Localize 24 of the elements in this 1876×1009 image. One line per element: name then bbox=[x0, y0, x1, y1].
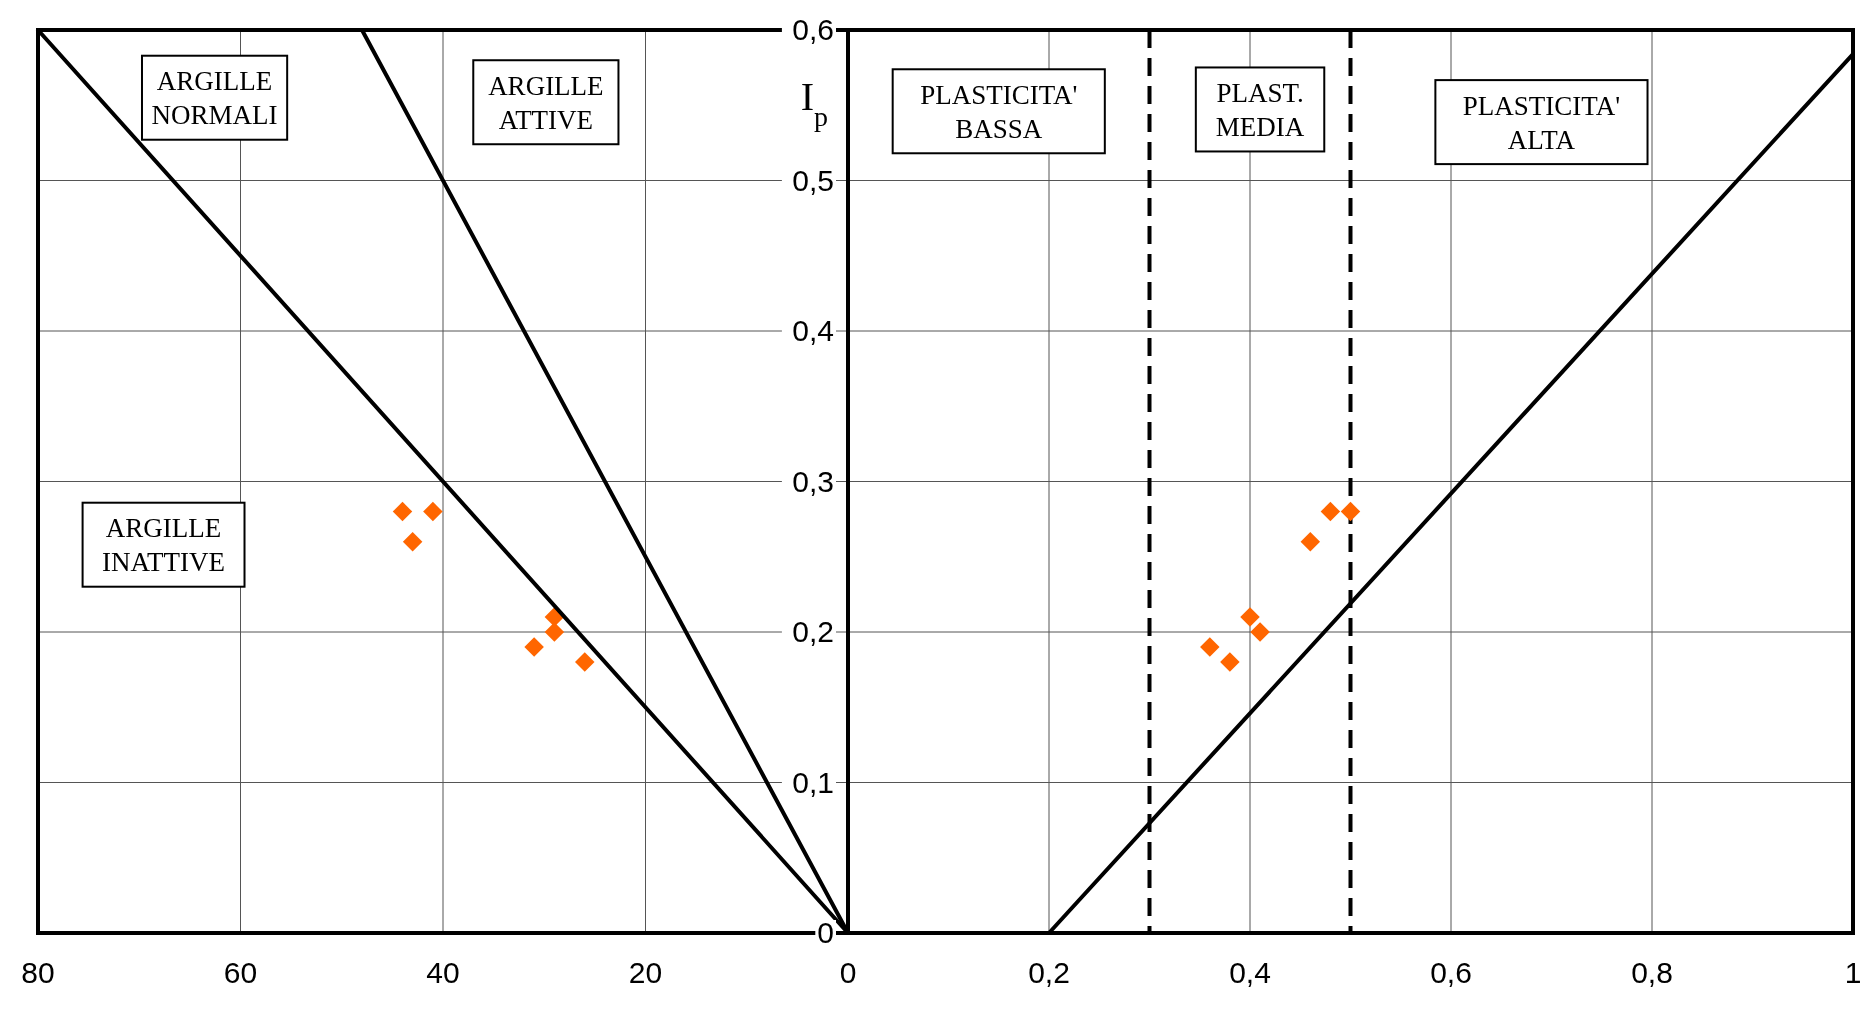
x-tick-label: 40 bbox=[426, 956, 460, 989]
annotation: ARGILLE INATTIVE bbox=[102, 513, 226, 578]
x-tick-label: 80 bbox=[21, 956, 55, 989]
y-axis-title: I$_{p}$ bbox=[800, 74, 828, 132]
y-tick-label: 0,2 bbox=[792, 615, 834, 648]
y-tick-label: 0,3 bbox=[792, 464, 834, 498]
y-tick-label: 0 bbox=[817, 916, 834, 949]
y-tick-label: 0,6 bbox=[792, 13, 834, 46]
y-tick-label: 0,4 bbox=[792, 314, 834, 347]
annotation: ARGILLE ATTIVE bbox=[488, 70, 604, 135]
annotation: PLASTICITA' ALTA bbox=[1462, 90, 1621, 155]
annotation: PLASTICITA' BASSA bbox=[920, 79, 1078, 144]
x-tick-label: 0,4 bbox=[1229, 956, 1271, 989]
x-tick-label: 0,6 bbox=[1430, 956, 1472, 989]
y-tick-label: 0,5 bbox=[792, 163, 834, 197]
x-tick-label: 0,2 bbox=[1028, 956, 1070, 989]
x-tick-label: 0,8 bbox=[1631, 956, 1673, 989]
x-tick-label: 20 bbox=[628, 956, 663, 989]
y-tick-label: 0,1 bbox=[792, 765, 834, 799]
annotation: ARGILLE NORMALI bbox=[151, 66, 278, 131]
x-tick-label: 0 bbox=[839, 956, 857, 989]
x-tick-label: 1 bbox=[1844, 956, 1862, 989]
annotation: PLAST. MEDIA bbox=[1215, 77, 1305, 142]
x-tick-label: 60 bbox=[223, 956, 258, 989]
